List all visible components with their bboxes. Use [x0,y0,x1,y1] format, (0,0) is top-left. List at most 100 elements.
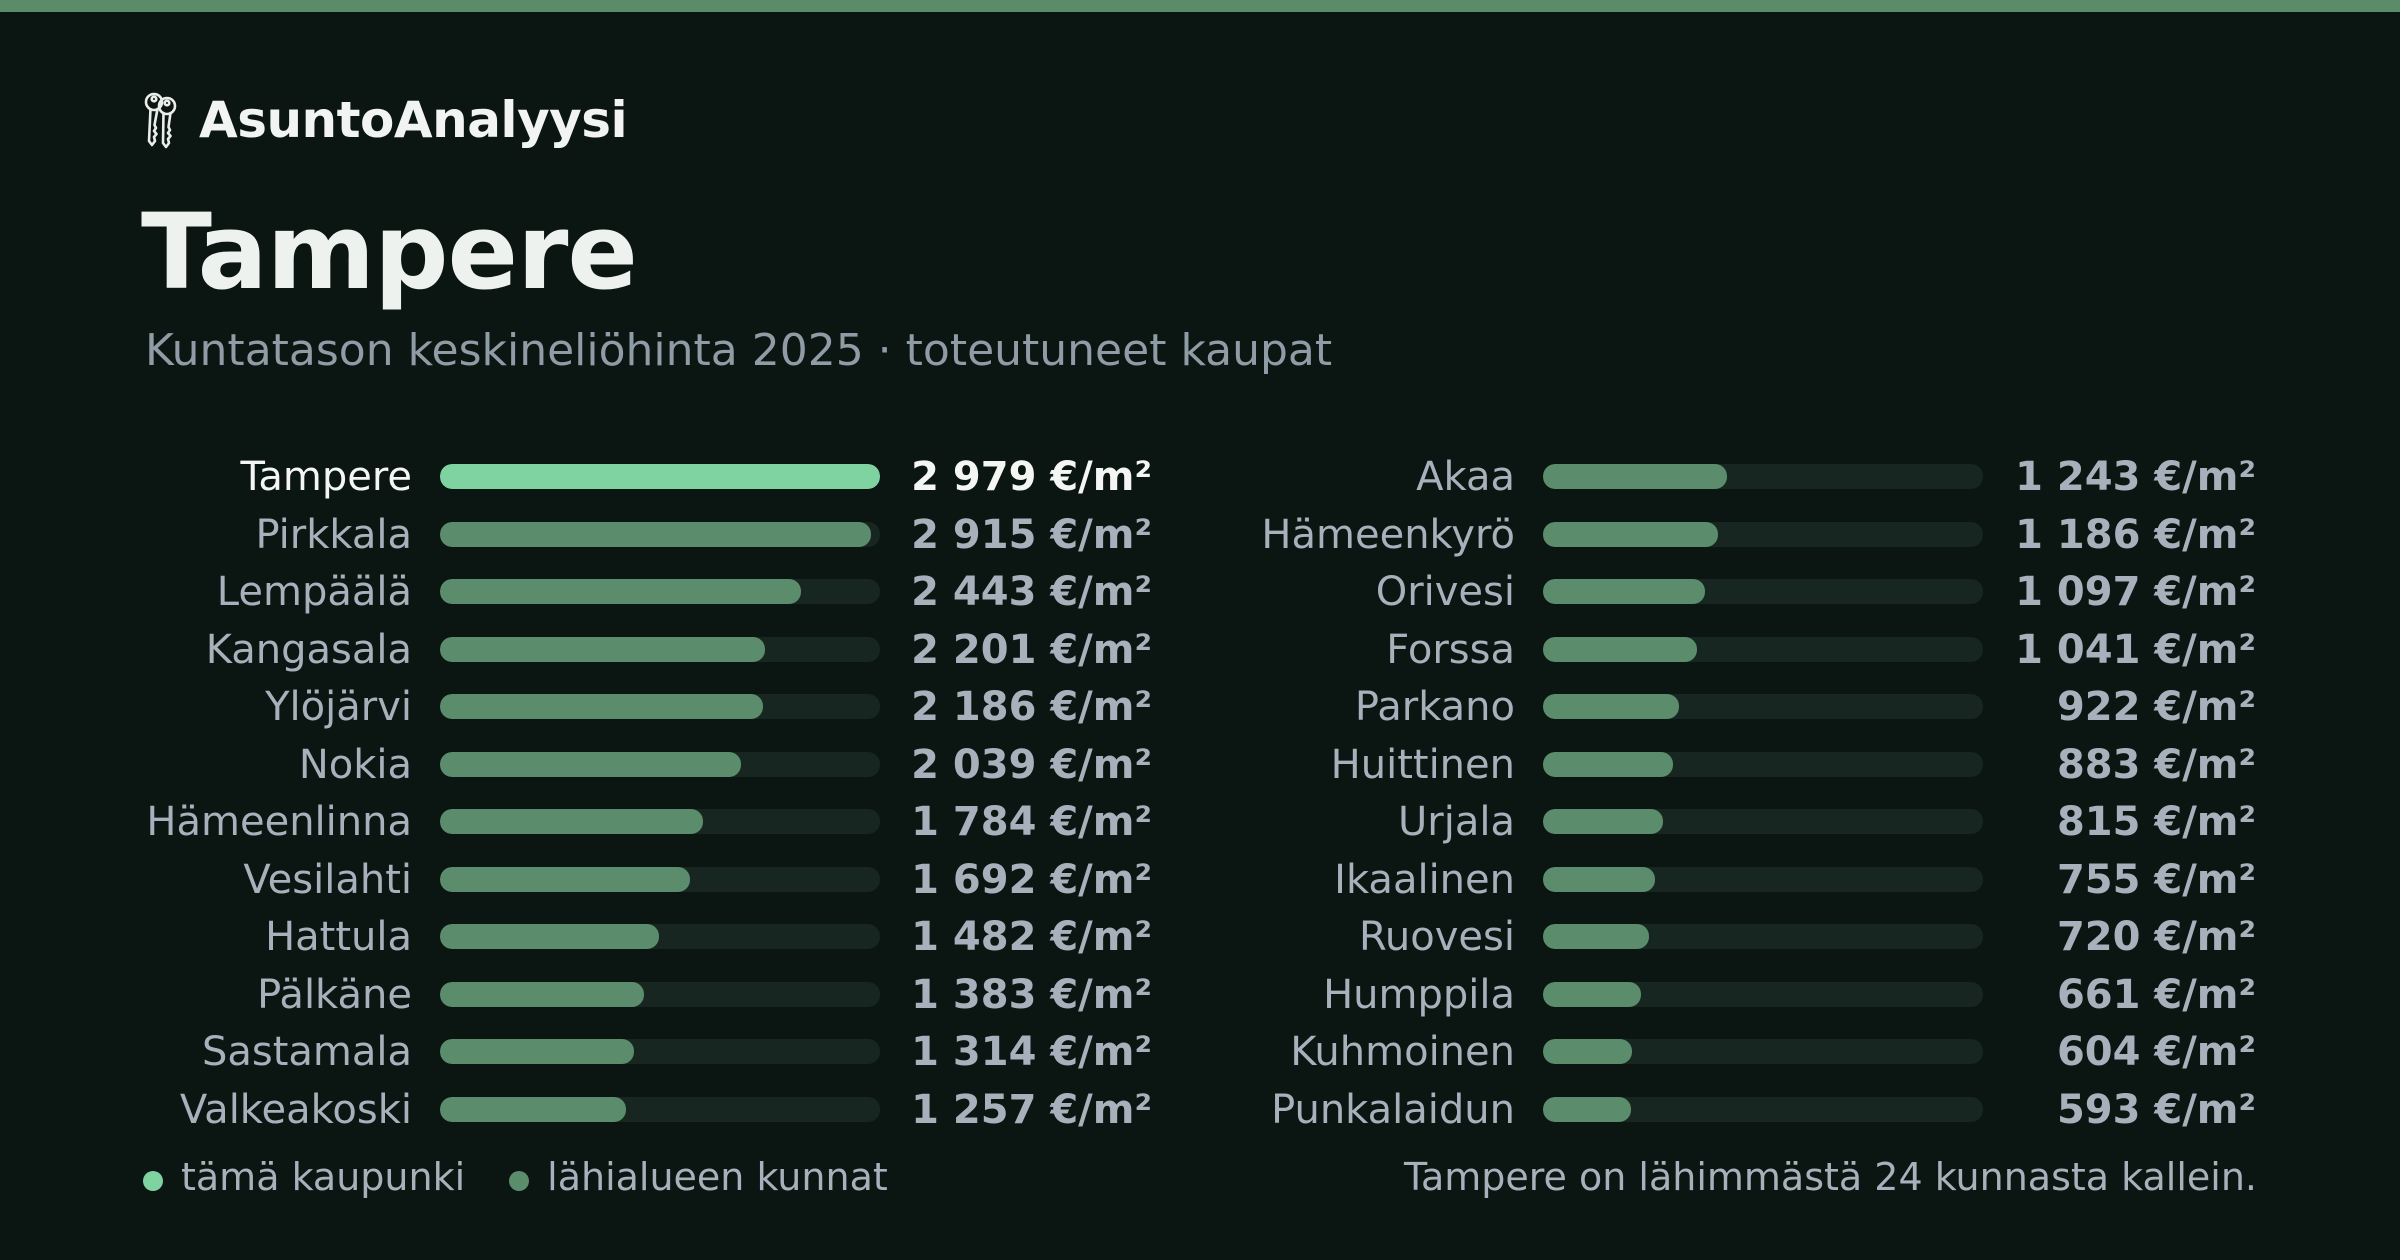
bar [440,694,763,719]
bar-label: Pälkäne [257,971,412,1018]
bar-value-label: 1 097 €/m² [2015,569,2256,615]
bar-track [440,924,880,949]
bar-value-label: 2 186 €/m² [911,684,1152,730]
bar-label: Sastamala [201,1029,412,1075]
bar [440,579,801,604]
legend-nearby-swatch [509,1171,530,1191]
bar [1543,521,1719,547]
bar-label: Parkano [1354,684,1515,730]
bar-label: Lempäälä [216,569,412,615]
page-subtitle: Kuntatason keskineliöhinta 2025 · toteut… [145,325,1333,376]
bar-label: Akaa [1416,454,1515,500]
bar-value-label: 2 915 €/m² [911,511,1152,558]
keys-icon [144,92,177,149]
bar-value-label: 1 257 €/m² [911,1086,1152,1133]
bar-value-label: 661 €/m² [2056,971,2256,1018]
bar-track [1543,809,1983,834]
bar [440,866,690,892]
bar [1543,1096,1631,1122]
bar-track [1543,521,1983,547]
bar-track [440,809,880,834]
bar-value-label: 815 €/m² [2056,799,2256,845]
bar-track [440,636,880,662]
bar [440,981,645,1007]
bar [440,521,871,547]
bar-label: Hattula [265,914,412,960]
bar-label: Humppila [1323,971,1515,1018]
bar-label: Punkalaidun [1271,1086,1515,1133]
bar-label: Hämeenlinna [146,799,412,845]
bar [1543,981,1641,1007]
bar-label: Kuhmoinen [1290,1029,1515,1075]
bar-label: Ruovesi [1358,914,1515,960]
bar-track [440,866,880,892]
bar-value-label: 2 201 €/m² [911,626,1152,673]
brand-name: AsuntoAnalyysi [199,91,628,149]
legend-highlight-label: tämä kaupunki [181,1155,466,1199]
bar-label: Urjala [1398,799,1515,845]
bar-value-label: 2 443 €/m² [911,569,1152,615]
bar-value-label: 883 €/m² [2056,741,2256,788]
bar-value-label: 1 383 €/m² [911,971,1152,1018]
bar [1543,636,1697,662]
bar-label: Kangasala [205,626,412,673]
bar-track [1543,636,1983,662]
bar-value-label: 922 €/m² [2056,684,2256,730]
bar-value-label: 1 041 €/m² [2015,626,2256,673]
bar-label: Orivesi [1375,569,1515,615]
bar-track [440,521,880,547]
bar-label: Huittinen [1330,741,1515,788]
bar-track [1543,1039,1983,1064]
bar-value-label: 1 243 €/m² [2015,454,2256,500]
bar [1543,1039,1633,1064]
bar-label: Ikaalinen [1334,856,1515,903]
bar-track [1543,751,1983,777]
bar-label: Forssa [1386,626,1515,673]
bar-track [1543,924,1983,949]
bar [440,924,659,949]
bar-track [440,981,880,1007]
bar-value-label: 755 €/m² [2056,856,2256,903]
legend-nearby-label: lähialueen kunnat [547,1155,888,1199]
bar-label: Ylöjärvi [265,684,412,730]
bar-track [1543,579,1983,604]
bar-value-label: 2 979 €/m² [911,454,1152,500]
top-accent-bar [0,0,2400,12]
bar-track [1543,981,1983,1007]
bar-label: Valkeakoski [179,1086,412,1133]
bar-label: Nokia [298,741,412,788]
bar-track [440,694,880,719]
bar [440,1039,635,1064]
brand: AsuntoAnalyysi [141,90,628,150]
bar-value-label: 2 039 €/m² [911,741,1152,788]
bar-value-label: 1 692 €/m² [911,856,1152,903]
bar-track [1543,866,1983,892]
bar-track [1543,464,1983,489]
bar [1543,579,1706,604]
bar-value-label: 1 186 €/m² [2015,511,2256,558]
bar [1543,866,1655,892]
bar-value-label: 720 €/m² [2056,914,2256,960]
bar [440,464,880,489]
bar-value-label: 604 €/m² [2056,1029,2256,1075]
bar-track [440,464,880,489]
bar-track [440,579,880,604]
bar [440,751,742,777]
bar-track [440,751,880,777]
bar-value-label: 1 314 €/m² [911,1029,1152,1075]
bar-track [1543,1096,1983,1122]
bar-track [440,1039,880,1064]
bar-label: Tampere [240,454,412,500]
bar-value-label: 1 482 €/m² [911,914,1152,960]
bar-track [440,1096,880,1122]
bar [440,1096,626,1122]
bar-label: Vesilahti [243,856,412,903]
bar [1543,924,1650,949]
bar [1543,694,1680,719]
bar-value-label: 1 784 €/m² [911,799,1152,845]
bar [1543,751,1674,777]
legend-highlight-swatch [143,1171,163,1191]
bar-track [1543,694,1983,719]
bar [1543,809,1664,834]
legend: tämä kaupunki lähialueen kunnat [143,1152,888,1202]
